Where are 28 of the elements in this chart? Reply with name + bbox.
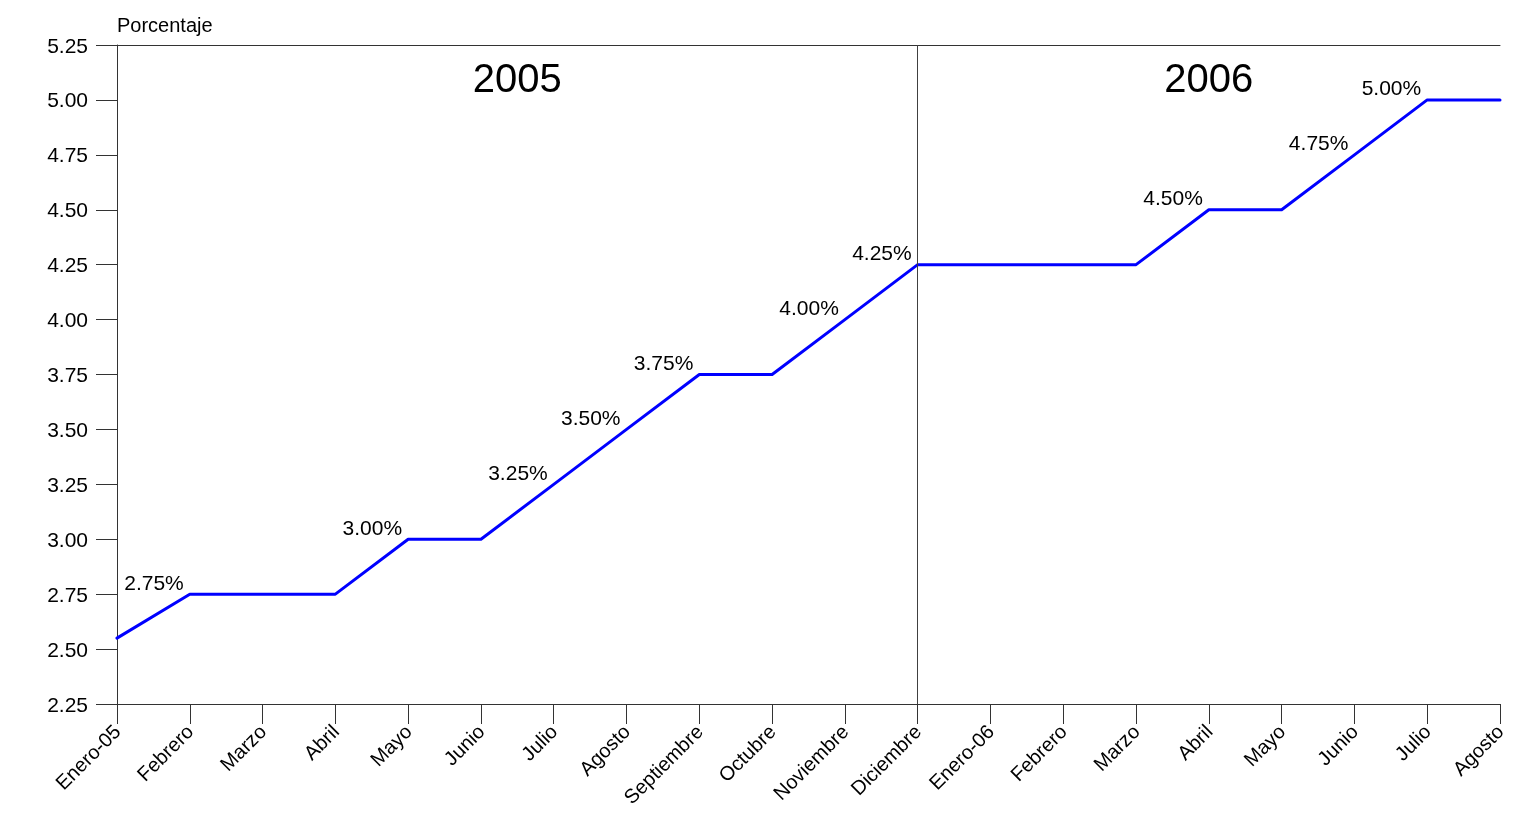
data-label: 4.00% <box>779 296 839 320</box>
y-tick-label: 3.00 <box>47 527 88 551</box>
y-tick-label: 2.75 <box>47 582 88 606</box>
y-tick-label: 5.00 <box>47 88 88 112</box>
data-label: 3.75% <box>633 351 694 374</box>
data-label: 4.75% <box>1288 131 1349 155</box>
y-tick-label: 4.50 <box>47 198 88 222</box>
y-tick-label: 2.50 <box>47 637 88 661</box>
data-label: 2.75% <box>124 570 184 594</box>
annotation: 2005 <box>472 56 562 100</box>
x-tick-label: Julio <box>516 720 562 765</box>
x-tick-label: Julio <box>1390 720 1435 765</box>
data-label: 4.25% <box>852 241 912 265</box>
y-tick-label: 2.25 <box>47 692 88 716</box>
data-label: 3.00% <box>342 515 403 539</box>
data-label: 4.50% <box>1143 186 1203 210</box>
y-axis-title: Porcentaje <box>117 14 213 36</box>
data-label: 5.00% <box>1361 76 1422 100</box>
y-tick-label: 3.25 <box>47 472 88 496</box>
y-tick-label: 5.25 <box>47 33 88 57</box>
annotation: 2006 <box>1164 56 1254 100</box>
data-label: 3.25% <box>488 460 548 484</box>
y-tick-label: 4.25 <box>47 253 88 277</box>
y-tick-label: 3.50 <box>47 417 88 441</box>
y-tick-label: 3.75 <box>47 363 88 386</box>
y-tick-label: 4.75 <box>47 143 88 167</box>
y-tick-label: 4.00 <box>47 308 88 332</box>
data-label: 3.50% <box>560 405 621 429</box>
